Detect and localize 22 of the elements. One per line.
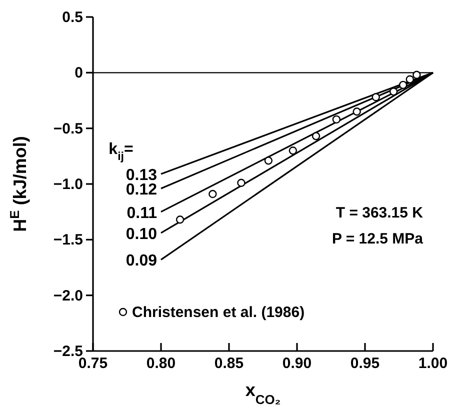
series-label: 0.10 xyxy=(126,226,158,243)
y-tick-label: 0.5 xyxy=(62,9,83,26)
x-axis-title: x$_{CO₂}$ xyxy=(245,380,281,406)
y-tick-label: 0 xyxy=(74,64,83,82)
series-label: 0.11 xyxy=(126,204,158,222)
series-label: 0.12 xyxy=(126,181,158,198)
x-tick-label: 0.80 xyxy=(146,355,176,372)
x-tick-label: 0.75 xyxy=(78,355,108,372)
y-tick-label: −2.0 xyxy=(53,287,83,304)
y-tick-label: −1.0 xyxy=(53,176,83,193)
y-tick-label: −1.5 xyxy=(53,232,83,249)
x-tick-label: 0.95 xyxy=(350,355,380,372)
series-label: 0.09 xyxy=(126,252,158,270)
x-tick-label: 1.00 xyxy=(418,355,448,372)
x-tick-label: 0.90 xyxy=(282,355,312,372)
y-tick-label: −0.5 xyxy=(53,120,83,138)
annotation: P = 12.5 MPa xyxy=(332,230,424,248)
legend-title: k$_{ij}$= xyxy=(108,140,134,163)
x-tick-label: 0.85 xyxy=(214,355,244,372)
annotation: T = 363.15 K xyxy=(336,204,424,222)
series-label: 0.13 xyxy=(126,166,158,184)
legend-label: Christensen et al. (1986) xyxy=(132,304,305,322)
